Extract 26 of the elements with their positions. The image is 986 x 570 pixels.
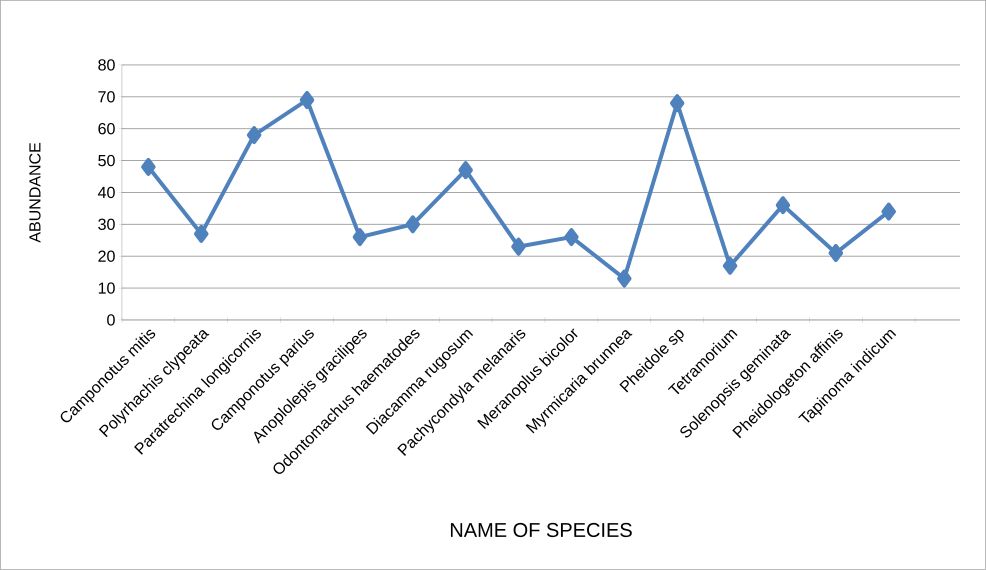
point	[141, 158, 156, 176]
y-tick-label: 70	[98, 91, 115, 103]
point	[828, 244, 844, 262]
y-tick-label: 10	[98, 282, 115, 294]
y-tick-label: 60	[98, 123, 115, 134]
point	[776, 196, 790, 214]
point	[564, 228, 579, 246]
y-tick-label: 40	[98, 186, 115, 198]
y-tick-label: 0	[107, 314, 115, 326]
x-axis-title: NAME OF SPECIES	[450, 522, 632, 538]
point	[406, 215, 420, 234]
point	[617, 270, 632, 288]
point	[458, 161, 473, 180]
y-tick-label: 50	[98, 154, 115, 166]
point	[194, 224, 209, 243]
point	[670, 94, 684, 112]
point	[300, 91, 314, 110]
point	[352, 228, 368, 246]
point	[722, 256, 738, 275]
point	[881, 202, 896, 221]
y-tick-label: 30	[98, 218, 115, 230]
y-axis-title: ABUNDANCE	[29, 142, 41, 243]
point	[246, 126, 262, 144]
y-tick-label: 80	[98, 59, 115, 71]
y-tick-label: 20	[98, 250, 115, 262]
point	[511, 238, 526, 256]
